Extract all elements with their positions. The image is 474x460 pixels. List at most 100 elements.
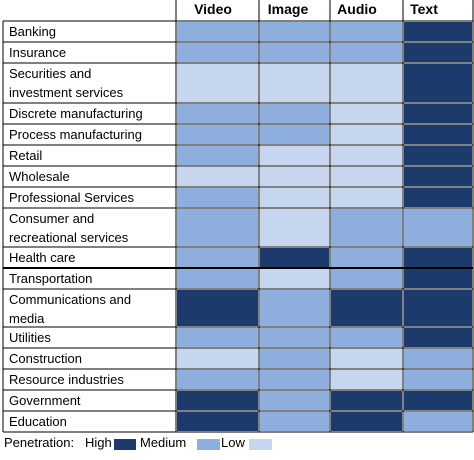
row-label-professional-services: Professional Services [9,190,134,205]
cell-communications-and-media-image [260,290,329,326]
column-headers: Video Image Audio Text [194,1,438,17]
legend-label-high: High [85,435,112,450]
row-label-consumer-and-recreational-services: Consumer and [9,211,94,226]
cell-retail-audio [331,146,402,165]
cell-professional-services-text [404,188,472,207]
row-label-consumer-and-recreational-services: recreational services [9,230,129,245]
legend-label-medium: Medium [140,435,186,450]
cell-construction-image [260,349,329,368]
cell-resource-industries-text [404,370,472,389]
cell-construction-video [177,349,258,368]
cell-discrete-manufacturing-text [404,104,472,123]
column-header-video: Video [194,1,232,17]
cell-wholesale-text [404,167,472,186]
cell-government-audio [331,391,402,410]
cell-health-care-audio [331,248,402,267]
cell-utilities-image [260,328,329,347]
cell-consumer-and-recreational-services-text [404,209,472,246]
cell-insurance-audio [331,43,402,62]
cell-construction-audio [331,349,402,368]
row-label-discrete-manufacturing: Discrete manufacturing [9,106,143,121]
row-label-transportation: Transportation [9,271,92,286]
cell-consumer-and-recreational-services-image [260,209,329,246]
cell-resource-industries-image [260,370,329,389]
row-label-wholesale: Wholesale [9,169,70,184]
cell-communications-and-media-audio [331,290,402,326]
row-label-retail: Retail [9,148,42,163]
legend-swatch-high [114,439,136,450]
cell-process-manufacturing-text [404,125,472,144]
row-label-health-care: Health care [9,250,75,265]
cell-utilities-text [404,328,472,347]
row-label-communications-and-media: media [9,311,45,326]
cell-banking-audio [331,22,402,41]
cell-securities-and-investment-services-audio [331,64,402,102]
cell-discrete-manufacturing-image [260,104,329,123]
cell-securities-and-investment-services-video [177,64,258,102]
legend-swatch-medium [197,439,220,450]
cell-resource-industries-video [177,370,258,389]
cell-government-video [177,391,258,410]
cell-education-text [404,412,472,431]
cell-education-video [177,412,258,431]
cell-education-audio [331,412,402,431]
cell-process-manufacturing-audio [331,125,402,144]
cell-construction-text [404,349,472,368]
cell-banking-image [260,22,329,41]
cell-transportation-video [177,269,258,288]
cell-transportation-audio [331,269,402,288]
cell-communications-and-media-video [177,290,258,326]
cell-insurance-video [177,43,258,62]
cell-wholesale-video [177,167,258,186]
row-labels: Banking Insurance Securities and investment… [9,24,143,429]
cell-insurance-text [404,43,472,62]
row-label-banking: Banking [9,24,56,39]
cell-securities-and-investment-services-text [404,64,472,102]
cell-banking-video [177,22,258,41]
row-label-construction: Construction [9,351,82,366]
heatmap-cells [177,22,472,431]
cell-retail-video [177,146,258,165]
cell-consumer-and-recreational-services-video [177,209,258,246]
cell-government-image [260,391,329,410]
row-label-process-manufacturing: Process manufacturing [9,127,142,142]
cell-retail-image [260,146,329,165]
cell-communications-and-media-text [404,290,472,326]
cell-resource-industries-audio [331,370,402,389]
row-label-communications-and-media: Communications and [9,292,131,307]
row-label-utilities: Utilities [9,330,51,345]
cell-health-care-image [260,248,329,267]
cell-health-care-text [404,248,472,267]
cell-insurance-image [260,43,329,62]
cell-utilities-video [177,328,258,347]
row-label-government: Government [9,393,81,408]
legend-label-low: Low [221,435,245,450]
cell-professional-services-image [260,188,329,207]
column-header-audio: Audio [337,1,377,17]
cell-transportation-image [260,269,329,288]
cell-wholesale-image [260,167,329,186]
cell-transportation-text [404,269,472,288]
column-header-image: Image [268,1,309,17]
cell-consumer-and-recreational-services-audio [331,209,402,246]
cell-government-text [404,391,472,410]
cell-banking-text [404,22,472,41]
row-label-education: Education [9,414,67,429]
heatmap-grid [2,0,474,433]
cell-process-manufacturing-video [177,125,258,144]
row-label-securities-and-investment-services: investment services [9,85,124,100]
column-header-text: Text [410,1,438,17]
cell-professional-services-video [177,188,258,207]
cell-discrete-manufacturing-video [177,104,258,123]
cell-retail-text [404,146,472,165]
row-label-securities-and-investment-services: Securities and [9,66,91,81]
row-label-insurance: Insurance [9,45,66,60]
legend-title: Penetration: [4,435,74,450]
cell-health-care-video [177,248,258,267]
cell-securities-and-investment-services-image [260,64,329,102]
legend-swatch-low [249,439,272,450]
cell-education-image [260,412,329,431]
cell-process-manufacturing-image [260,125,329,144]
row-label-resource-industries: Resource industries [9,372,124,387]
cell-utilities-audio [331,328,402,347]
